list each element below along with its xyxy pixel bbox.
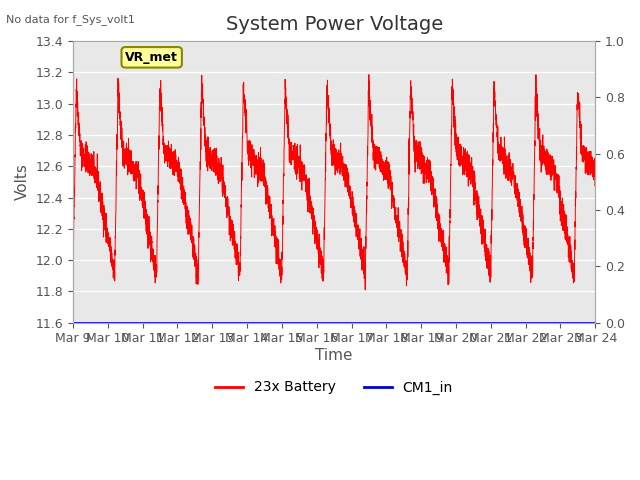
X-axis label: Time: Time — [316, 348, 353, 363]
Y-axis label: Volts: Volts — [15, 164, 30, 200]
Text: No data for f_Sys_volt1: No data for f_Sys_volt1 — [6, 14, 135, 25]
Title: System Power Voltage: System Power Voltage — [225, 15, 443, 34]
Text: VR_met: VR_met — [125, 51, 178, 64]
Legend: 23x Battery, CM1_in: 23x Battery, CM1_in — [210, 375, 458, 400]
